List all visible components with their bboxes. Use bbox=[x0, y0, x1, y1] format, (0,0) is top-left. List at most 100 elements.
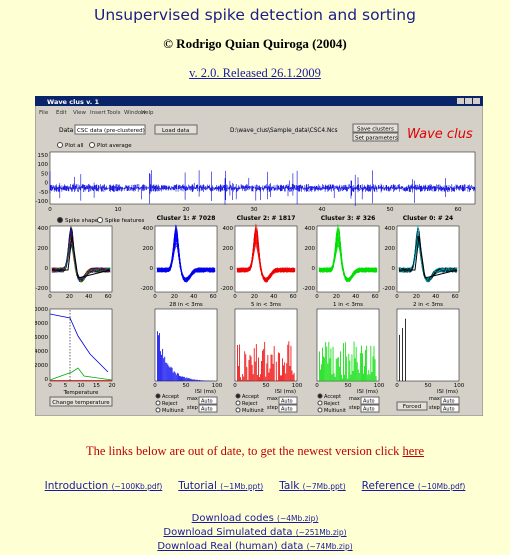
isi-bar bbox=[270, 354, 272, 381]
isi-bar bbox=[265, 376, 267, 381]
isi-bar bbox=[249, 354, 251, 381]
gui-text: ISI (ms) bbox=[437, 389, 458, 395]
doc-link[interactable]: Tutorial (~1Mb.ppt) bbox=[178, 480, 263, 492]
isi-bar bbox=[189, 378, 191, 381]
link-name: Tutorial bbox=[178, 480, 217, 492]
isi-bar bbox=[175, 374, 177, 381]
gui-text: 60 bbox=[455, 207, 462, 213]
gui-text: Accept bbox=[242, 394, 259, 400]
version-link[interactable]: v. 2.0. Released 26.1.2009 bbox=[189, 66, 321, 80]
gui-text: Load data bbox=[162, 128, 189, 134]
gui-text: 20 bbox=[183, 207, 190, 213]
isi-bar bbox=[188, 378, 190, 381]
gui-text: 60 bbox=[452, 294, 459, 300]
isi-bar bbox=[399, 334, 400, 381]
radio bbox=[235, 407, 241, 413]
gui-text: 0 bbox=[230, 266, 234, 272]
isi-bar bbox=[163, 358, 165, 381]
auto-field bbox=[278, 404, 298, 413]
isi-bar bbox=[369, 374, 371, 381]
isi-bar bbox=[241, 379, 242, 381]
isi-bar bbox=[281, 375, 282, 381]
gui-text: 20 bbox=[109, 383, 116, 389]
doc-link[interactable]: Introduction (~100Kb.pdf) bbox=[45, 480, 163, 492]
gui-text: 0000 bbox=[35, 307, 48, 313]
isi-bar bbox=[279, 353, 280, 381]
auto-field bbox=[440, 404, 460, 413]
gui-text: 0 bbox=[315, 383, 319, 389]
isi-bar bbox=[319, 351, 320, 381]
isi-bar bbox=[371, 372, 373, 381]
isi-bar bbox=[269, 368, 271, 381]
isi-bar bbox=[345, 342, 347, 381]
isi-bar bbox=[366, 345, 368, 381]
isi-bar bbox=[372, 356, 374, 381]
gui-text: 0 bbox=[48, 207, 52, 213]
isi-bar bbox=[202, 380, 203, 381]
waveform bbox=[156, 228, 216, 281]
gui-text: Set parameters bbox=[355, 136, 398, 142]
gui-text: Accept bbox=[162, 394, 179, 400]
notice-link[interactable]: here bbox=[402, 444, 425, 458]
isi-bar bbox=[350, 374, 352, 381]
gui-text: File bbox=[39, 110, 49, 116]
isi-bar bbox=[355, 346, 357, 381]
isi-bar bbox=[171, 367, 173, 381]
gui-text: Auto bbox=[363, 399, 375, 405]
isi-bar bbox=[291, 370, 293, 381]
isi-bar bbox=[239, 344, 240, 381]
lower-axes bbox=[154, 308, 218, 382]
isi-bar bbox=[273, 346, 275, 381]
gui-text: Cluster 3: # 326 bbox=[321, 215, 376, 222]
gui-text: ISI (ms) bbox=[275, 389, 296, 395]
gui-text: 0 bbox=[233, 383, 237, 389]
isi-bar bbox=[353, 341, 355, 381]
gui-text: step bbox=[429, 405, 440, 411]
isi-bar bbox=[240, 377, 241, 381]
isi-bar bbox=[248, 360, 250, 381]
isi-bar bbox=[325, 342, 327, 381]
download-link[interactable]: Download Simulated data (~251Mb.zip) bbox=[163, 527, 346, 538]
isi-bar bbox=[242, 373, 244, 381]
isi-bar bbox=[160, 351, 161, 381]
download-link[interactable]: Download codes (~4Mb.zip) bbox=[192, 513, 319, 524]
gui-text: CSC data (pre-clustered) bbox=[77, 128, 145, 134]
waveform bbox=[156, 243, 216, 283]
isi-bar bbox=[259, 377, 260, 381]
isi-bar bbox=[250, 356, 252, 381]
isi-bar bbox=[335, 358, 337, 381]
gui-text: 0 bbox=[153, 294, 157, 300]
gui-text: 50 bbox=[425, 383, 432, 389]
gui-text: Spike features bbox=[105, 218, 144, 224]
doc-link[interactable]: Talk (~7Mb.ppt) bbox=[279, 480, 345, 492]
gui-text: 50 bbox=[263, 383, 270, 389]
isi-bar bbox=[368, 370, 370, 381]
gui-text: 50 bbox=[183, 383, 190, 389]
gui-text: Reject bbox=[162, 401, 178, 407]
gui-text: Reject bbox=[324, 401, 340, 407]
isi-bar bbox=[176, 372, 178, 381]
gui-text: -50 bbox=[39, 190, 48, 196]
gui-text: Plot all bbox=[65, 143, 84, 149]
gui-text: 0 bbox=[395, 383, 399, 389]
radio bbox=[155, 393, 161, 399]
doc-link[interactable]: Reference (~10Mb.pdf) bbox=[362, 480, 466, 492]
isi-bar bbox=[402, 328, 403, 381]
isi-bar bbox=[161, 354, 162, 381]
isi-bar bbox=[405, 318, 406, 381]
gui-text: 400 bbox=[385, 226, 396, 232]
isi-bar bbox=[357, 369, 359, 381]
isi-bar bbox=[179, 375, 180, 381]
gui-text: 100 bbox=[292, 383, 303, 389]
isi-bar bbox=[352, 370, 354, 381]
isi-bar bbox=[354, 358, 356, 381]
isi-bar bbox=[323, 356, 324, 381]
gui-text: Cluster 1: # 7028 bbox=[157, 215, 216, 222]
radio bbox=[97, 217, 103, 223]
gui-text: 10 bbox=[115, 207, 122, 213]
download-link[interactable]: Download Real (human) data (~74Mb.zip) bbox=[157, 541, 352, 552]
isi-bar bbox=[346, 356, 348, 381]
radio bbox=[155, 407, 161, 413]
gui-text: 60 bbox=[290, 294, 297, 300]
